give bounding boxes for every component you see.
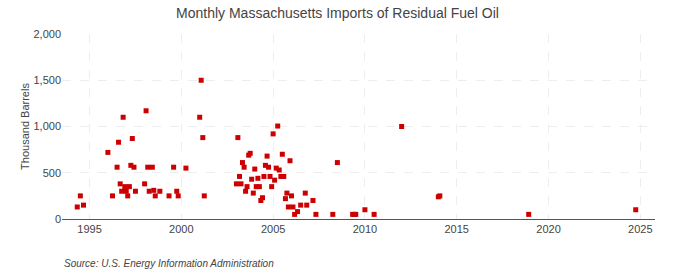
svg-text:2020: 2020 xyxy=(536,223,560,235)
svg-text:2,000: 2,000 xyxy=(33,28,61,40)
svg-text:1995: 1995 xyxy=(77,223,101,235)
svg-text:500: 500 xyxy=(43,167,61,179)
svg-text:Source: U.S. Energy Informatio: Source: U.S. Energy Information Administ… xyxy=(64,258,274,269)
svg-text:1,000: 1,000 xyxy=(33,120,61,132)
svg-text:2025: 2025 xyxy=(628,223,652,235)
svg-text:2005: 2005 xyxy=(261,223,285,235)
svg-text:1,500: 1,500 xyxy=(33,74,61,86)
svg-text:2000: 2000 xyxy=(169,223,193,235)
svg-text:2015: 2015 xyxy=(444,223,468,235)
svg-text:2010: 2010 xyxy=(353,223,377,235)
svg-text:0: 0 xyxy=(55,213,61,225)
svg-text:Monthly Massachusetts Imports: Monthly Massachusetts Imports of Residua… xyxy=(176,5,499,21)
svg-text:Thousand Barrels: Thousand Barrels xyxy=(19,83,31,170)
